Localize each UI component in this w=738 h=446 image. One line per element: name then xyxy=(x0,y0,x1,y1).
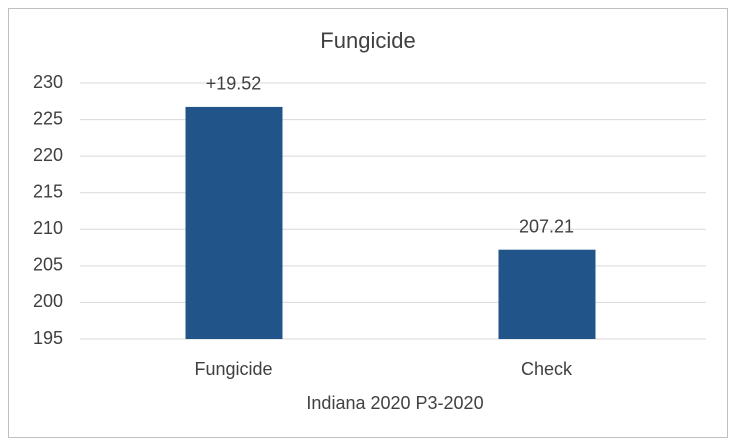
data-label: +19.52 xyxy=(206,74,262,94)
y-tick-label: 210 xyxy=(33,218,63,238)
chart-border xyxy=(8,8,728,438)
y-tick-label: 200 xyxy=(33,291,63,311)
y-tick-label: 230 xyxy=(33,72,63,92)
y-tick-label: 225 xyxy=(33,108,63,128)
bar xyxy=(185,106,283,339)
y-tick-label: 195 xyxy=(33,328,63,348)
y-tick-label: 205 xyxy=(33,255,63,275)
bar xyxy=(498,249,596,339)
y-tick-label: 220 xyxy=(33,145,63,165)
x-tick-label: Check xyxy=(521,359,573,379)
data-label: 207.21 xyxy=(519,216,574,236)
y-tick-label: 215 xyxy=(33,181,63,201)
x-tick-label: Fungicide xyxy=(194,359,272,379)
chart-title: Fungicide xyxy=(320,28,415,53)
x-axis-label: Indiana 2020 P3-2020 xyxy=(306,393,483,413)
